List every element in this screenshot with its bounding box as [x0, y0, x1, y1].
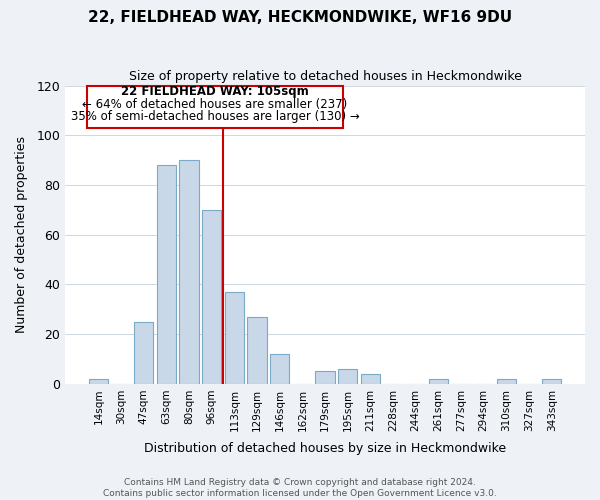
Bar	[361, 374, 380, 384]
Bar	[338, 369, 358, 384]
Bar	[542, 379, 562, 384]
Y-axis label: Number of detached properties: Number of detached properties	[15, 136, 28, 333]
Text: 35% of semi-detached houses are larger (130) →: 35% of semi-detached houses are larger (…	[71, 110, 359, 123]
Bar	[157, 165, 176, 384]
Bar	[497, 379, 516, 384]
FancyBboxPatch shape	[87, 86, 343, 128]
Bar	[89, 379, 108, 384]
Bar	[134, 322, 154, 384]
Bar	[202, 210, 221, 384]
Bar	[225, 292, 244, 384]
Bar	[270, 354, 289, 384]
Text: ← 64% of detached houses are smaller (237): ← 64% of detached houses are smaller (23…	[82, 98, 348, 110]
Title: Size of property relative to detached houses in Heckmondwike: Size of property relative to detached ho…	[128, 70, 521, 83]
Bar	[316, 372, 335, 384]
Text: Contains HM Land Registry data © Crown copyright and database right 2024.
Contai: Contains HM Land Registry data © Crown c…	[103, 478, 497, 498]
Bar	[179, 160, 199, 384]
Text: 22 FIELDHEAD WAY: 105sqm: 22 FIELDHEAD WAY: 105sqm	[121, 86, 309, 98]
X-axis label: Distribution of detached houses by size in Heckmondwike: Distribution of detached houses by size …	[144, 442, 506, 455]
Bar	[247, 317, 266, 384]
Text: 22, FIELDHEAD WAY, HECKMONDWIKE, WF16 9DU: 22, FIELDHEAD WAY, HECKMONDWIKE, WF16 9D…	[88, 10, 512, 25]
Bar	[429, 379, 448, 384]
